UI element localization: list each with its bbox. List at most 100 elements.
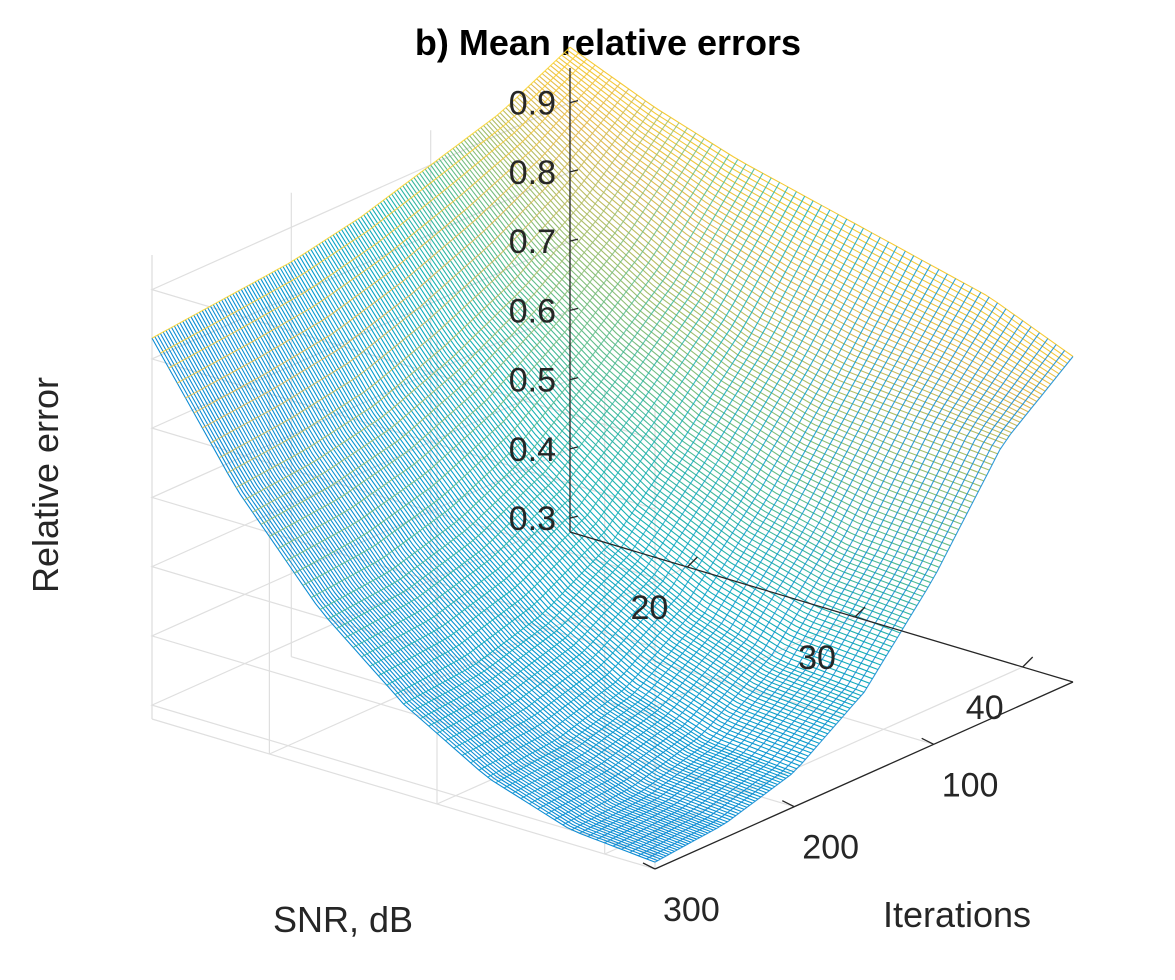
- z-axis-label: Relative error: [25, 377, 66, 593]
- mesh-line: [227, 100, 646, 474]
- mesh-line: [285, 138, 705, 562]
- z-tick-label: 0.3: [509, 500, 556, 538]
- mesh-line: [160, 52, 579, 354]
- mesh-line: [243, 111, 663, 501]
- axes: [569, 68, 1074, 870]
- grid-lines: [150, 102, 1023, 870]
- mesh-line: [537, 278, 957, 810]
- y-tick-label: 200: [802, 829, 859, 867]
- z-tick-mark: [569, 515, 579, 519]
- mesh-line: [394, 200, 814, 695]
- mesh-line: [604, 320, 1024, 844]
- mesh-line: [529, 273, 948, 805]
- mesh-line: [402, 185, 906, 625]
- mesh-line: [327, 163, 747, 620]
- mesh-line: [311, 154, 730, 598]
- x-axis-label: SNR, dB: [273, 899, 413, 940]
- mesh-line: [428, 218, 848, 727]
- y-tick-label: 100: [942, 766, 999, 804]
- z-tick-mark: [569, 238, 579, 242]
- mesh-line: [319, 159, 739, 611]
- mesh-line: [210, 88, 630, 444]
- x-tick-label: 30: [798, 639, 836, 677]
- mesh-line: [176, 64, 596, 384]
- mesh-line: [193, 76, 613, 414]
- mesh-line: [453, 232, 873, 749]
- z-tick-label: 0.4: [509, 431, 556, 469]
- mesh-line: [403, 205, 822, 705]
- y-tick-label: 300: [663, 891, 720, 929]
- mesh-line: [579, 302, 998, 834]
- mesh-line: [324, 240, 828, 735]
- x-tick-mark: [1022, 656, 1034, 668]
- y-tick-mark: [921, 737, 934, 745]
- mesh-line: [277, 132, 697, 550]
- mesh-line: [495, 255, 915, 784]
- mesh-line: [512, 264, 931, 794]
- x-tick-label: 20: [630, 589, 668, 627]
- mesh-line: [260, 122, 680, 525]
- mesh-line: [470, 241, 890, 764]
- mesh-line: [621, 332, 1040, 850]
- y-tick-mark: [782, 800, 795, 808]
- mesh-line: [520, 269, 940, 799]
- mesh-line: [562, 292, 982, 826]
- mesh-line: [554, 287, 973, 821]
- mesh-line: [445, 227, 864, 742]
- mesh-line: [369, 186, 789, 667]
- mesh-line: [503, 260, 923, 789]
- z-tick-mark: [569, 446, 579, 450]
- mesh-line: [587, 308, 1007, 837]
- z-tick-label: 0.6: [509, 292, 556, 330]
- z-tick-label: 0.5: [509, 362, 556, 400]
- z-tick-mark: [569, 169, 579, 173]
- mesh-line: [570, 296, 990, 831]
- x-tick-label: 40: [966, 689, 1004, 727]
- mesh-line: [198, 311, 703, 837]
- mesh-line: [294, 143, 713, 574]
- mesh-line: [654, 356, 1074, 863]
- mesh-line: [385, 197, 890, 652]
- grid-line: [151, 718, 656, 870]
- mesh-line: [461, 237, 881, 756]
- mesh-line: [302, 148, 722, 586]
- mesh-line: [637, 344, 1057, 857]
- mesh-line: [168, 58, 588, 369]
- mesh-line: [545, 282, 965, 815]
- mesh-line: [378, 191, 797, 677]
- mesh-line: [182, 321, 686, 846]
- z-tick-mark: [569, 307, 579, 312]
- mesh-line: [235, 106, 655, 489]
- y-axis-line: [654, 681, 1074, 870]
- mesh-line: [487, 250, 906, 778]
- z-tick-label: 0.9: [509, 85, 556, 123]
- mesh-line: [420, 214, 839, 720]
- x-tick-mark: [854, 606, 866, 618]
- tick-labels: 0.3 0.4 0.5 0.6 0.7 0.8 0.9 20 30 40 100 200 300: [509, 85, 1004, 929]
- y-tick-mark: [642, 862, 656, 870]
- z-tick-label: 0.8: [509, 154, 556, 192]
- z-tick-label: 0.7: [509, 223, 556, 261]
- z-tick-mark: [569, 376, 579, 381]
- mesh-line: [269, 127, 688, 537]
- surface-mesh: [151, 46, 1074, 863]
- chart-title: b) Mean relative errors: [415, 22, 801, 63]
- mesh-line: [386, 195, 806, 686]
- mesh-line: [185, 70, 604, 399]
- x-tick-mark: [686, 556, 698, 568]
- mesh-line: [344, 173, 764, 639]
- y-axis-label: Iterations: [883, 894, 1031, 935]
- mesh-line: [612, 326, 1032, 847]
- x-axis-line: [569, 531, 1074, 683]
- grid-line: [291, 656, 795, 808]
- z-tick-mark: [569, 99, 579, 104]
- mesh-line: [411, 209, 831, 712]
- mesh-line: [629, 338, 1049, 853]
- mesh-line: [436, 223, 856, 734]
- mesh-line: [151, 46, 571, 339]
- mesh-line: [218, 94, 638, 459]
- mesh-line: [252, 117, 672, 513]
- mesh-line: [202, 82, 621, 429]
- mesh-line: [352, 177, 772, 648]
